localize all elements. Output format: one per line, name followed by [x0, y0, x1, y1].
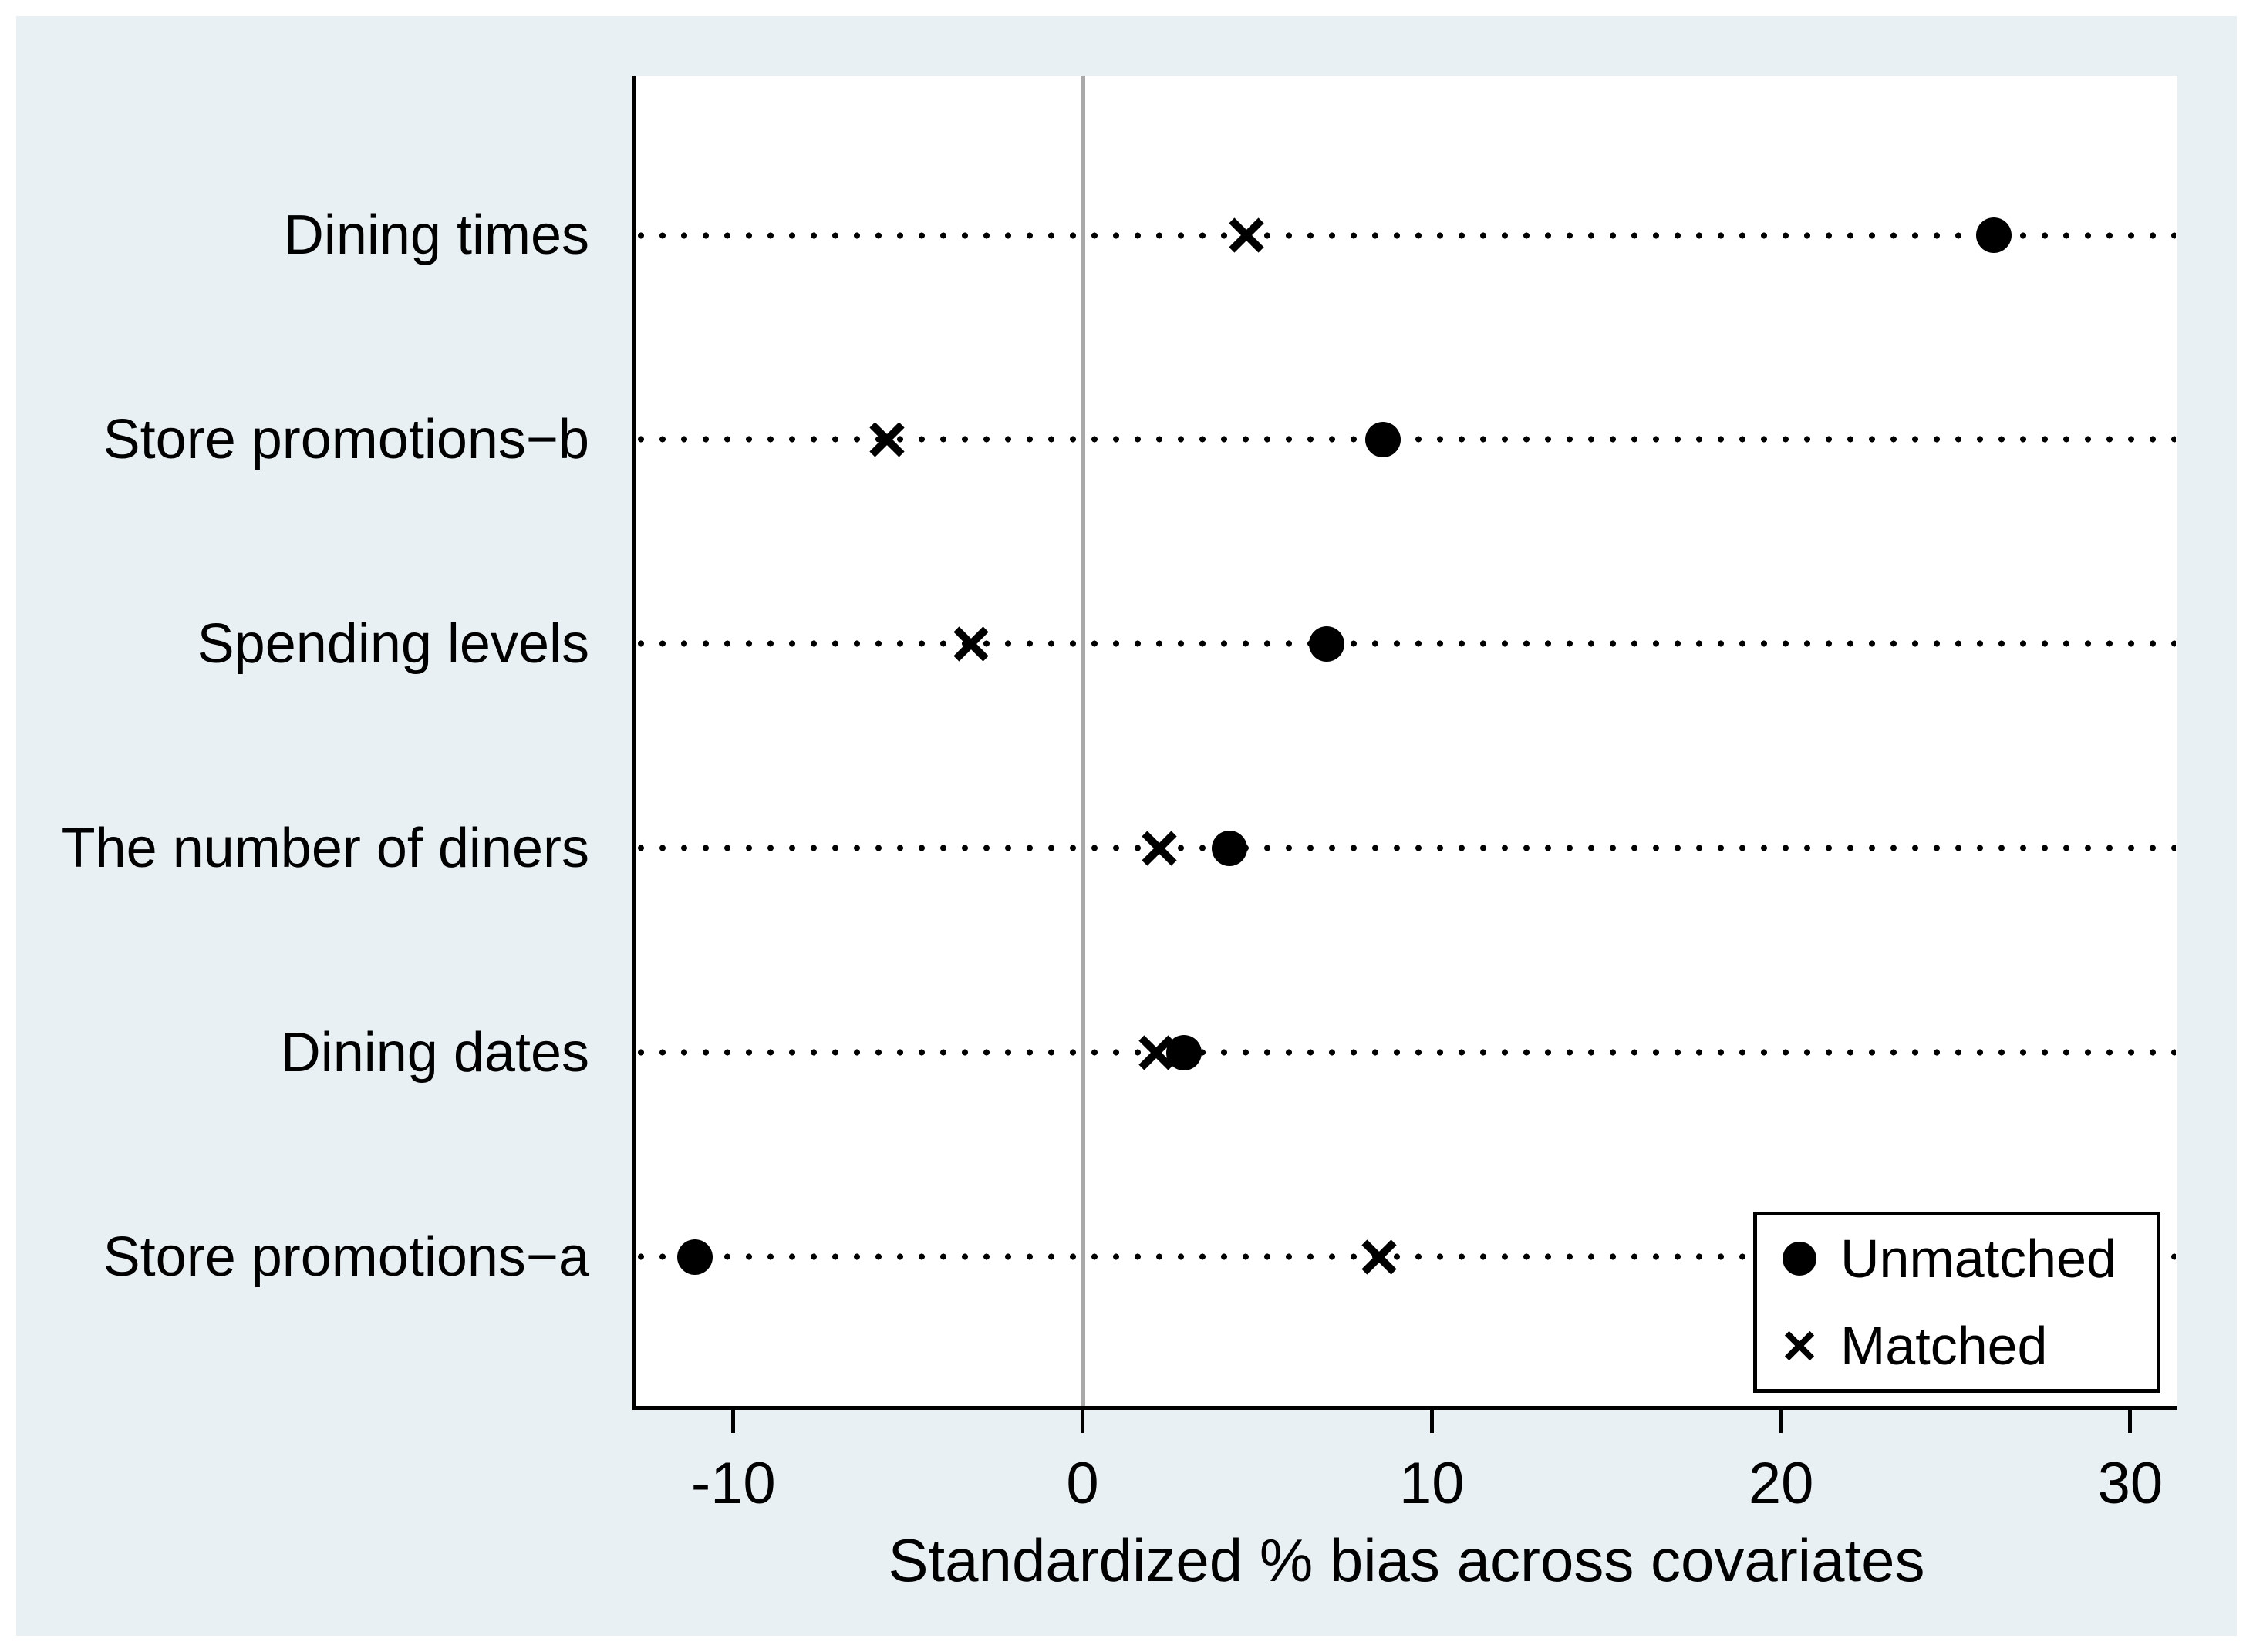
- legend-item-unmatched: Unmatched: [1772, 1215, 2157, 1303]
- reference-line-zero: [1080, 76, 1085, 1406]
- marker-matched: [1138, 1035, 1174, 1070]
- x-axis-tick: [731, 1410, 736, 1433]
- marker-matched: [1142, 831, 1177, 866]
- x-axis-tick: [2128, 1410, 2133, 1433]
- category-label: Dining times: [283, 204, 589, 266]
- marker-matched: [1361, 1239, 1397, 1275]
- x-axis-tick-label: 30: [2097, 1451, 2164, 1516]
- row-dotted-line: [637, 845, 2176, 852]
- row-dotted-line: [637, 1253, 2176, 1261]
- x-axis-tick-label: 0: [1066, 1451, 1099, 1516]
- x-axis-tick-label: -10: [690, 1451, 776, 1516]
- marker-matched: [1229, 217, 1264, 253]
- row-dotted-line: [637, 436, 2176, 443]
- x-axis-tick: [1081, 1410, 1085, 1433]
- x-axis-line: [632, 1406, 2177, 1410]
- plot-area: [636, 76, 2177, 1406]
- legend: Unmatched Matched: [1753, 1212, 2160, 1393]
- x-axis-tick-label: 10: [1399, 1451, 1465, 1516]
- marker-unmatched: [1976, 217, 2012, 253]
- y-axis-line: [632, 76, 636, 1410]
- category-label: Store promotions−a: [103, 1226, 589, 1288]
- legend-marker-cell: [1772, 1242, 1826, 1276]
- legend-item-matched: Matched: [1772, 1303, 2157, 1390]
- category-label: Store promotions−b: [103, 408, 589, 470]
- category-label: The number of diners: [61, 817, 589, 879]
- x-axis-tick: [1429, 1410, 1434, 1433]
- row-dotted-line: [637, 231, 2176, 239]
- marker-unmatched: [1309, 625, 1345, 662]
- marker-unmatched: [1364, 421, 1401, 457]
- category-label: Spending levels: [197, 612, 589, 675]
- legend-label-unmatched: Unmatched: [1840, 1229, 2116, 1290]
- x-axis-tick-label: 20: [1748, 1451, 1814, 1516]
- marker-matched: [953, 626, 989, 662]
- category-label: Dining dates: [280, 1021, 589, 1084]
- marker-matched: [869, 422, 905, 457]
- marker-unmatched: [676, 1239, 713, 1275]
- legend-marker-cell: [1772, 1330, 1826, 1361]
- row-dotted-line: [637, 640, 2176, 648]
- legend-label-matched: Matched: [1840, 1315, 2048, 1376]
- x-axis-title: Standardized % bias across covariates: [888, 1526, 1925, 1594]
- circle-marker-icon: [1783, 1242, 1816, 1276]
- row-dotted-line: [637, 1049, 2176, 1057]
- marker-unmatched: [1211, 830, 1247, 866]
- x-axis-tick: [1779, 1410, 1783, 1433]
- x-marker-icon: [1784, 1330, 1815, 1361]
